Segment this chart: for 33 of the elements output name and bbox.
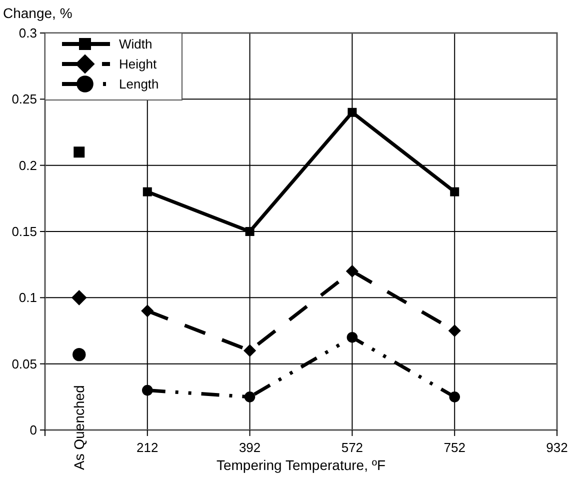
point	[245, 227, 254, 236]
annotation: As Quenched	[71, 385, 88, 470]
y-tick-label: 0	[30, 422, 37, 438]
point	[74, 146, 85, 158]
point	[450, 187, 460, 196]
x-tick-label: 932	[546, 440, 568, 455]
y-axis-title: Change, %	[3, 5, 72, 21]
y-tick-label: 0.05	[12, 356, 37, 372]
point	[346, 332, 358, 343]
point	[142, 384, 153, 396]
legend-label: Length	[119, 76, 159, 92]
point	[448, 324, 461, 338]
y-tick-label: 0.3	[18, 26, 37, 41]
point	[142, 187, 152, 196]
y-tick-label: 0.2	[18, 158, 37, 173]
legend-label: Width	[119, 36, 152, 52]
y-tick-label: 0.25	[12, 92, 37, 107]
point	[71, 290, 87, 306]
point	[141, 304, 154, 318]
legend-label: Height	[119, 56, 157, 72]
x-tick-label: 752	[444, 440, 466, 455]
x-tick-label: 572	[341, 440, 364, 455]
x-tick-label: 212	[136, 440, 158, 455]
point	[244, 392, 256, 402]
x-tick-label: 392	[238, 440, 261, 455]
point	[72, 348, 86, 362]
point	[244, 344, 256, 357]
point	[348, 108, 357, 117]
y-tick-label: 0.15	[12, 224, 37, 240]
x-axis-title: Tempering Temperature, ºF	[216, 457, 386, 473]
y-tick-label: 0.1	[18, 290, 37, 306]
point	[346, 264, 358, 278]
point	[449, 392, 460, 402]
